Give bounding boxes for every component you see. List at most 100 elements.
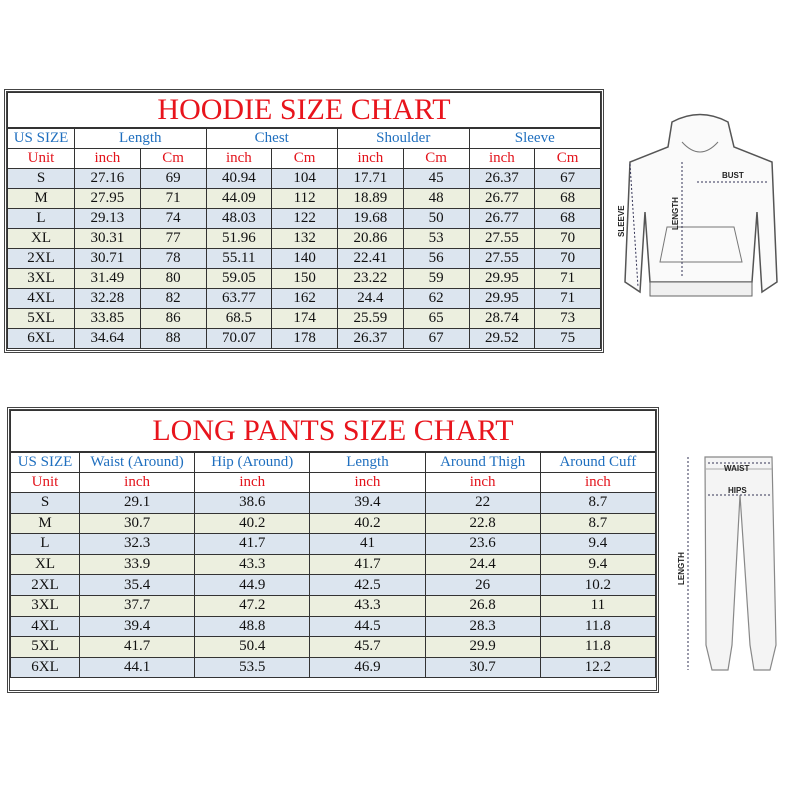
value-cell: 35.4 [78,574,196,596]
value-cell: 71 [534,288,601,309]
table-row: L 29.13 74 48.03 122 19.68 50 26.77 68 [7,208,601,229]
value-cell: 18.89 [337,188,404,209]
unit-cell: inch [309,472,426,493]
value-cell: 67 [402,328,470,349]
value-cell: 59 [402,268,470,289]
value-cell: 12.2 [539,656,657,679]
value-cell: 31.49 [74,268,141,289]
table-row: L 32.3 41.7 41 23.6 9.4 [10,533,657,555]
value-cell: 22.8 [424,512,541,535]
column-header: Waist (Around) [78,451,196,473]
pants-size-table: LONG PANTS SIZE CHART US SIZE Waist (Arou… [10,410,657,679]
value-cell: 32.3 [78,533,196,555]
value-cell: 24.4 [337,288,404,309]
size-cell: 5XL [7,308,75,329]
value-cell: 41.7 [309,553,426,576]
unit-cell: Cm [271,148,338,169]
value-cell: 77 [139,228,207,249]
hoodie-diagram: BUST LENGTH SLEEVE [617,113,778,297]
hoodie-size-table: HOODIE SIZE CHART US SIZE Length Chest Shou… [7,92,601,349]
value-cell: 41 [309,533,426,555]
value-cell: 68 [534,208,601,229]
value-cell: 26.37 [337,328,404,349]
value-cell: 73 [534,308,601,329]
value-cell: 19.68 [337,208,404,229]
value-cell: 30.7 [78,512,196,535]
value-cell: 26.77 [468,188,536,209]
unit-header: Unit [10,472,80,493]
value-cell: 27.16 [74,168,141,189]
value-cell: 47.2 [194,594,311,617]
value-cell: 29.95 [468,268,536,289]
hoodie-chart-title: HOODIE SIZE CHART [7,92,601,129]
value-cell: 39.4 [309,492,426,514]
value-cell: 9.4 [539,553,657,576]
value-cell: 37.7 [78,594,196,617]
size-cell: 2XL [7,248,75,269]
table-row: S 29.1 38.6 39.4 22 8.7 [10,492,657,514]
unit-header: Unit [7,148,75,169]
value-cell: 40.2 [194,512,311,535]
table-row: M 27.95 71 44.09 112 18.89 48 26.77 68 [7,188,601,209]
value-cell: 46.9 [309,656,426,679]
value-cell: 30.31 [74,228,141,249]
size-cell: 3XL [7,268,75,289]
value-cell: 74 [139,208,207,229]
value-cell: 44.09 [205,188,273,209]
table-row: 4XL 32.28 82 63.77 162 24.4 62 29.95 71 [7,288,601,309]
size-cell: S [10,492,80,514]
value-cell: 63.77 [205,288,273,309]
value-cell: 178 [271,328,338,349]
value-cell: 88 [139,328,207,349]
size-cell: L [10,533,80,555]
value-cell: 86 [139,308,207,329]
column-header: Around Cuff [539,451,657,473]
value-cell: 29.95 [468,288,536,309]
value-cell: 70 [534,248,601,269]
value-cell: 51.96 [205,228,273,249]
size-cell: 3XL [10,594,80,617]
value-cell: 30.71 [74,248,141,269]
value-cell: 25.59 [337,308,404,329]
value-cell: 8.7 [539,512,657,535]
value-cell: 40.2 [309,512,426,535]
table-row: 3XL 37.7 47.2 43.3 26.8 11 [10,594,657,617]
value-cell: 28.74 [468,308,536,329]
value-cell: 45 [402,168,470,189]
waist-label: WAIST [724,464,749,473]
size-cell: 6XL [7,328,75,349]
value-cell: 8.7 [539,492,657,514]
value-cell: 38.6 [194,492,311,514]
value-cell: 44.9 [194,574,311,596]
value-cell: 34.64 [74,328,141,349]
value-cell: 71 [139,188,207,209]
value-cell: 70.07 [205,328,273,349]
value-cell: 44.5 [309,615,426,638]
value-cell: 28.3 [424,615,541,638]
bust-label: BUST [722,171,744,180]
value-cell: 50 [402,208,470,229]
size-cell: 6XL [10,656,80,679]
column-header: Length [309,451,426,473]
value-cell: 48.03 [205,208,273,229]
value-cell: 162 [271,288,338,309]
size-cell: L [7,208,75,229]
value-cell: 71 [534,268,601,289]
table-row: 2XL 35.4 44.9 42.5 26 10.2 [10,574,657,596]
size-header: US SIZE [10,451,80,473]
value-cell: 50.4 [194,636,311,658]
column-header: Hip (Around) [194,451,311,473]
value-cell: 150 [271,268,338,289]
value-cell: 29.1 [78,492,196,514]
value-cell: 53 [402,228,470,249]
value-cell: 11 [539,594,657,617]
value-cell: 26.37 [468,168,536,189]
pants-chart-title: LONG PANTS SIZE CHART [10,410,656,453]
value-cell: 40.94 [205,168,273,189]
value-cell: 26 [424,574,541,596]
table-row: XL 33.9 43.3 41.7 24.4 9.4 [10,553,657,576]
value-cell: 41.7 [194,533,311,555]
size-cell: M [7,188,75,209]
value-cell: 29.13 [74,208,141,229]
table-row: 6XL 44.1 53.5 46.9 30.7 12.2 [10,656,657,679]
